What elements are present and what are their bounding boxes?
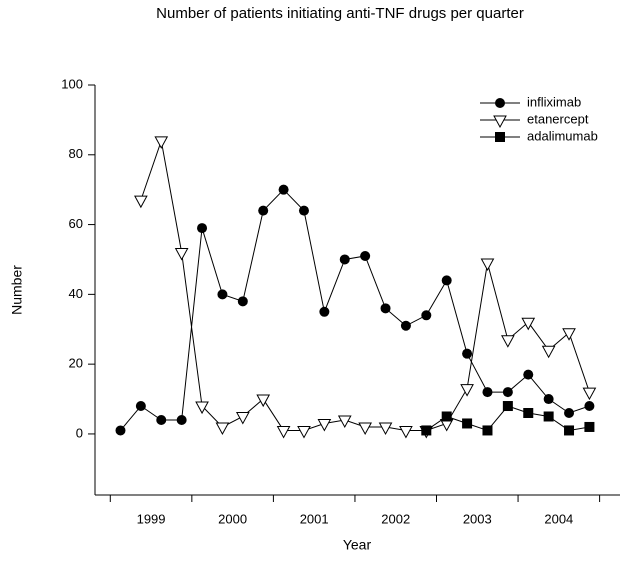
- marker: [380, 303, 391, 314]
- marker: [197, 223, 208, 234]
- x-tick-label: 2001: [300, 511, 329, 526]
- series-line: [140, 138, 590, 431]
- y-axis-label: Number: [9, 265, 25, 315]
- marker: [521, 317, 536, 331]
- marker: [378, 422, 393, 436]
- marker: [482, 387, 493, 398]
- marker: [564, 425, 575, 436]
- marker: [135, 401, 146, 412]
- marker: [276, 425, 291, 439]
- marker: [215, 422, 230, 436]
- marker: [298, 205, 309, 216]
- marker: [156, 414, 167, 425]
- marker: [195, 401, 209, 415]
- marker: [582, 387, 597, 401]
- x-tick-label: 2002: [381, 511, 410, 526]
- x-tick-label: 2000: [218, 511, 247, 526]
- y-tick-label: 100: [61, 76, 83, 91]
- marker: [502, 401, 513, 412]
- marker: [278, 184, 289, 195]
- marker: [258, 205, 269, 216]
- marker: [360, 250, 371, 261]
- legend-marker: [495, 132, 505, 142]
- marker: [176, 414, 187, 425]
- marker: [134, 195, 148, 209]
- y-tick-label: 40: [69, 286, 83, 301]
- marker: [256, 394, 271, 408]
- marker: [460, 384, 474, 397]
- marker: [541, 345, 556, 359]
- marker: [523, 369, 534, 380]
- legend-marker: [495, 98, 505, 108]
- marker: [562, 328, 576, 341]
- marker: [543, 411, 554, 422]
- x-axis-label: Year: [343, 537, 372, 553]
- marker: [400, 320, 411, 331]
- marker: [480, 258, 495, 272]
- marker: [441, 275, 452, 286]
- marker: [154, 136, 169, 149]
- marker: [441, 411, 452, 422]
- y-tick-label: 20: [69, 356, 83, 371]
- marker: [523, 408, 534, 418]
- marker: [235, 411, 250, 425]
- marker: [501, 335, 515, 348]
- marker: [337, 415, 352, 429]
- marker: [237, 296, 248, 307]
- marker: [174, 247, 189, 261]
- marker: [115, 425, 126, 436]
- marker: [462, 348, 473, 359]
- y-tick-label: 80: [69, 146, 83, 161]
- marker: [543, 394, 554, 405]
- marker: [297, 425, 311, 439]
- marker: [399, 425, 413, 439]
- legend-label: adalimumab: [527, 128, 598, 143]
- chart-title: Number of patients initiating anti-TNF d…: [156, 5, 524, 22]
- series-line: [120, 188, 590, 431]
- legend-label: infliximab: [527, 94, 581, 109]
- legend-label: etanercept: [527, 111, 589, 126]
- x-tick-label: 2003: [463, 511, 492, 526]
- marker: [217, 289, 228, 300]
- marker: [319, 306, 330, 317]
- marker: [584, 421, 595, 432]
- marker: [462, 418, 473, 429]
- legend-marker: [493, 115, 507, 129]
- marker: [482, 425, 493, 436]
- marker: [339, 254, 350, 265]
- y-tick-label: 0: [76, 425, 83, 440]
- x-tick-label: 1999: [137, 511, 166, 526]
- y-tick-label: 60: [69, 216, 83, 231]
- marker: [564, 408, 575, 418]
- x-tick-label: 2004: [544, 511, 573, 526]
- marker: [317, 418, 332, 432]
- marker: [421, 425, 432, 436]
- marker: [502, 387, 513, 398]
- marker: [421, 310, 432, 321]
- marker: [358, 422, 372, 436]
- marker: [584, 401, 595, 412]
